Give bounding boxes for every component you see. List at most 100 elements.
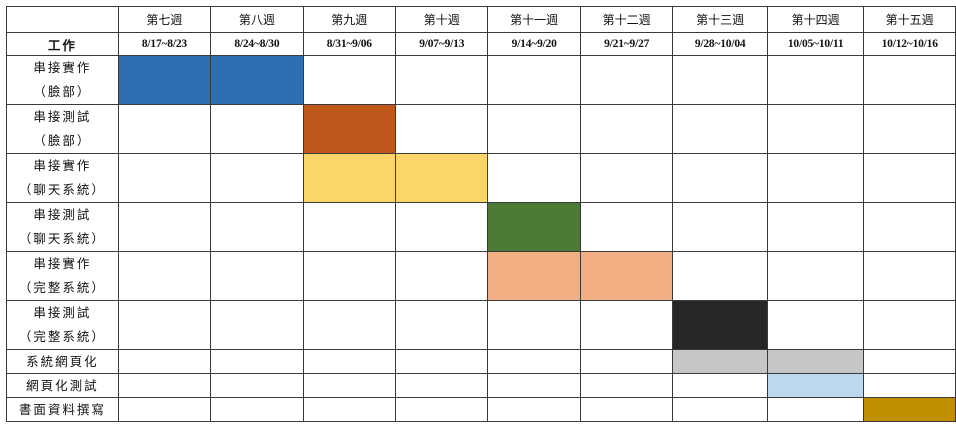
schedule-cell bbox=[210, 153, 304, 203]
schedule-cell bbox=[395, 202, 489, 252]
schedule-cell bbox=[487, 300, 581, 350]
task-label: 串接實作 （完整系統） bbox=[6, 251, 119, 301]
schedule-cell bbox=[395, 373, 489, 398]
task-label-line2: （臉部） bbox=[33, 84, 92, 99]
task-label-line1: 串接測試 bbox=[33, 305, 92, 320]
schedule-cell bbox=[487, 104, 581, 154]
schedule-cell bbox=[117, 373, 212, 398]
task-label-line1: 串接測試 bbox=[33, 109, 92, 124]
week-header: 第十一週 bbox=[487, 6, 581, 33]
schedule-cell bbox=[395, 349, 489, 374]
task-label-line2: （臉部） bbox=[33, 133, 92, 148]
schedule-cell bbox=[487, 373, 581, 398]
schedule-bar bbox=[672, 300, 768, 350]
schedule-cell bbox=[766, 104, 865, 154]
schedule-cell bbox=[395, 104, 489, 154]
schedule-cell bbox=[766, 55, 865, 105]
schedule-cell bbox=[766, 153, 865, 203]
schedule-bar bbox=[302, 153, 397, 203]
schedule-cell bbox=[117, 202, 212, 252]
schedule-cell bbox=[863, 153, 956, 203]
schedule-cell bbox=[672, 202, 768, 252]
schedule-cell bbox=[863, 202, 956, 252]
schedule-cell bbox=[302, 55, 397, 105]
task-label: 串接實作 （聊天系統） bbox=[6, 153, 119, 203]
week-header: 第十四週 bbox=[766, 6, 865, 33]
task-label-line1: 串接實作 bbox=[33, 158, 92, 173]
schedule-cell bbox=[672, 397, 768, 422]
schedule-cell bbox=[117, 104, 212, 154]
week-header: 第十二週 bbox=[579, 6, 674, 33]
schedule-cell bbox=[487, 55, 581, 105]
schedule-cell bbox=[395, 300, 489, 350]
task-label: 串接測試 （臉部） bbox=[6, 104, 119, 154]
schedule-cell bbox=[487, 397, 581, 422]
task-column-header: 工作 bbox=[6, 32, 119, 56]
schedule-bar bbox=[117, 55, 212, 105]
schedule-cell bbox=[117, 300, 212, 350]
schedule-cell bbox=[302, 349, 397, 374]
date-range-header: 9/14~9/20 bbox=[487, 32, 581, 56]
schedule-cell bbox=[210, 104, 304, 154]
schedule-cell bbox=[395, 397, 489, 422]
task-label: 系統網頁化 bbox=[6, 349, 119, 374]
schedule-bar bbox=[672, 349, 768, 374]
schedule-cell bbox=[579, 55, 674, 105]
schedule-cell bbox=[302, 300, 397, 350]
schedule-cell bbox=[766, 202, 865, 252]
date-range-header: 10/05~10/11 bbox=[766, 32, 865, 56]
schedule-cell bbox=[487, 153, 581, 203]
week-header: 第八週 bbox=[210, 6, 304, 33]
task-label-line1: 串接實作 bbox=[33, 60, 92, 75]
task-row: 系統網頁化 bbox=[6, 349, 956, 374]
task-label-line1: 串接實作 bbox=[33, 256, 92, 271]
date-range-header: 9/28~10/04 bbox=[672, 32, 768, 56]
task-label-line1: 系統網頁化 bbox=[26, 354, 99, 369]
task-rows: 串接實作 （臉部） 串接測試 （臉部） 串接實作 （聊天系統） 串接測試 （聊天系統） 串接實作… bbox=[6, 55, 956, 422]
schedule-bar bbox=[766, 349, 865, 374]
schedule-cell bbox=[672, 153, 768, 203]
task-row: 書面資料撰寫 bbox=[6, 397, 956, 422]
schedule-cell bbox=[579, 373, 674, 398]
schedule-bar bbox=[766, 373, 865, 398]
schedule-cell bbox=[302, 202, 397, 252]
schedule-bar bbox=[487, 251, 581, 301]
task-label: 串接測試 （聊天系統） bbox=[6, 202, 119, 252]
schedule-bar bbox=[302, 104, 397, 154]
schedule-cell bbox=[579, 104, 674, 154]
schedule-cell bbox=[863, 104, 956, 154]
task-row: 串接測試 （完整系統） bbox=[6, 300, 956, 350]
task-label: 書面資料撰寫 bbox=[6, 397, 119, 422]
schedule-cell bbox=[863, 251, 956, 301]
schedule-cell bbox=[487, 349, 581, 374]
week-header: 第十三週 bbox=[672, 6, 768, 33]
schedule-bar bbox=[210, 55, 304, 105]
task-row: 串接實作 （完整系統） bbox=[6, 251, 956, 301]
schedule-cell bbox=[117, 251, 212, 301]
schedule-bar bbox=[395, 153, 489, 203]
task-label-line1: 書面資料撰寫 bbox=[18, 402, 106, 417]
week-header: 第十五週 bbox=[863, 6, 956, 33]
schedule-cell bbox=[302, 251, 397, 301]
schedule-cell bbox=[210, 202, 304, 252]
schedule-cell bbox=[210, 397, 304, 422]
schedule-cell bbox=[579, 349, 674, 374]
week-header: 第九週 bbox=[302, 6, 397, 33]
date-range-header: 8/17~8/23 bbox=[117, 32, 212, 56]
task-label-line1: 網頁化測試 bbox=[26, 378, 99, 393]
schedule-cell bbox=[766, 251, 865, 301]
schedule-cell bbox=[579, 153, 674, 203]
schedule-cell bbox=[210, 349, 304, 374]
schedule-cell bbox=[302, 397, 397, 422]
schedule-bar bbox=[487, 202, 581, 252]
schedule-cell bbox=[863, 349, 956, 374]
gantt-chart-table: 第七週 第八週 第九週 第十週 第十一週 第十二週 第十三週 第十四週 第十五週… bbox=[6, 6, 956, 422]
schedule-cell bbox=[210, 300, 304, 350]
date-range-header: 10/12~10/16 bbox=[863, 32, 956, 56]
week-header: 第十週 bbox=[395, 6, 489, 33]
schedule-cell bbox=[117, 153, 212, 203]
corner-cell bbox=[6, 6, 119, 33]
task-row: 串接測試 （臉部） bbox=[6, 104, 956, 154]
schedule-cell bbox=[302, 373, 397, 398]
schedule-cell bbox=[117, 397, 212, 422]
